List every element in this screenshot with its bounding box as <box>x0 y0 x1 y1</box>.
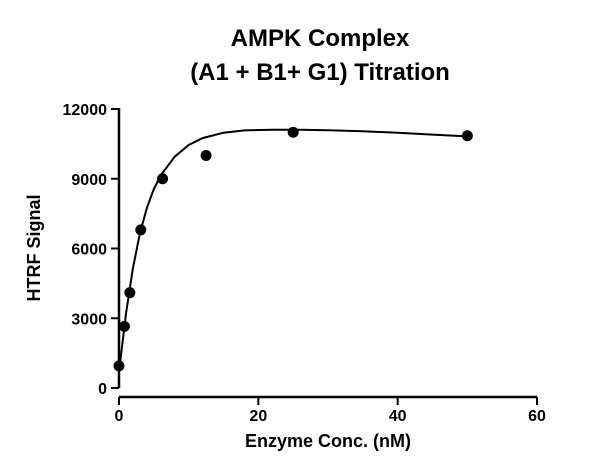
y-tick-label: 9000 <box>71 172 107 189</box>
data-point <box>461 130 473 142</box>
y-tick-label: 3000 <box>71 311 107 328</box>
data-point <box>287 126 299 138</box>
fit-curve-line <box>118 128 468 372</box>
data-point <box>157 173 169 185</box>
plot-area <box>113 126 473 372</box>
y-tick-label: 0 <box>98 381 107 398</box>
x-tick-label: 60 <box>528 408 546 425</box>
x-axis-ticks: 0 20 40 60 <box>115 397 546 425</box>
y-axis-label: HTRF Signal <box>24 195 44 302</box>
chart-title-line2: (A1 + B1+ G1) Titration <box>190 59 450 86</box>
data-point <box>200 150 212 161</box>
data-point <box>118 320 130 332</box>
y-tick-label: 6000 <box>71 242 107 259</box>
x-tick-label: 40 <box>389 408 407 425</box>
data-point <box>135 224 147 236</box>
x-tick-label: 0 <box>115 408 124 425</box>
x-axis-label: Enzyme Conc. (nM) <box>245 431 411 451</box>
data-point <box>124 287 136 299</box>
chart-title-line1: AMPK Complex <box>231 25 410 52</box>
y-tick-label: 12000 <box>63 102 108 119</box>
x-tick-label: 20 <box>249 408 267 425</box>
y-axis-ticks: 0 3000 6000 9000 12000 <box>63 102 119 398</box>
